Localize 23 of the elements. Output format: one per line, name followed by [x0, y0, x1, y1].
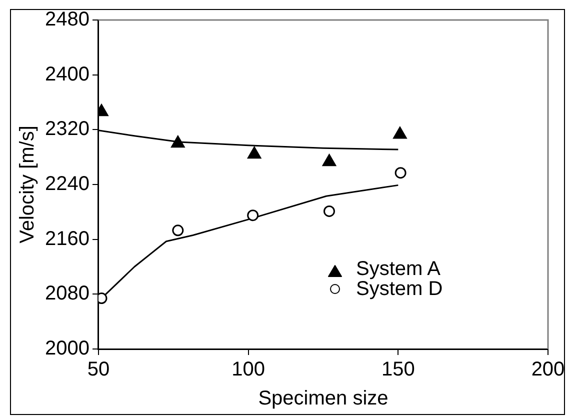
point — [323, 205, 335, 217]
y-tick-label: 2160 — [44, 228, 90, 250]
y-tick-label: 2000 — [44, 338, 90, 360]
x-axis-title: Specimen size — [258, 388, 388, 410]
point — [248, 146, 262, 159]
y-tick-label: 2400 — [44, 63, 90, 86]
point — [393, 126, 407, 139]
legend-label: System D — [356, 278, 443, 300]
x-tick-label: 100 — [232, 358, 266, 381]
point — [247, 210, 259, 222]
x-tick-label: 50 — [87, 358, 110, 381]
point — [171, 136, 185, 148]
x-tick-label: 150 — [381, 358, 415, 381]
y-axis-title: Velocity [m/s] — [16, 126, 39, 244]
y-tick-label: 2320 — [44, 118, 90, 140]
y-tick-label: 2080 — [44, 282, 90, 305]
y-tick-label: 2480 — [44, 8, 90, 31]
point — [322, 154, 336, 166]
point — [172, 224, 184, 236]
point — [394, 167, 406, 179]
x-tick-label: 200 — [531, 358, 565, 381]
y-tick-label: 2240 — [44, 173, 90, 196]
legend-label: System A — [356, 258, 440, 280]
